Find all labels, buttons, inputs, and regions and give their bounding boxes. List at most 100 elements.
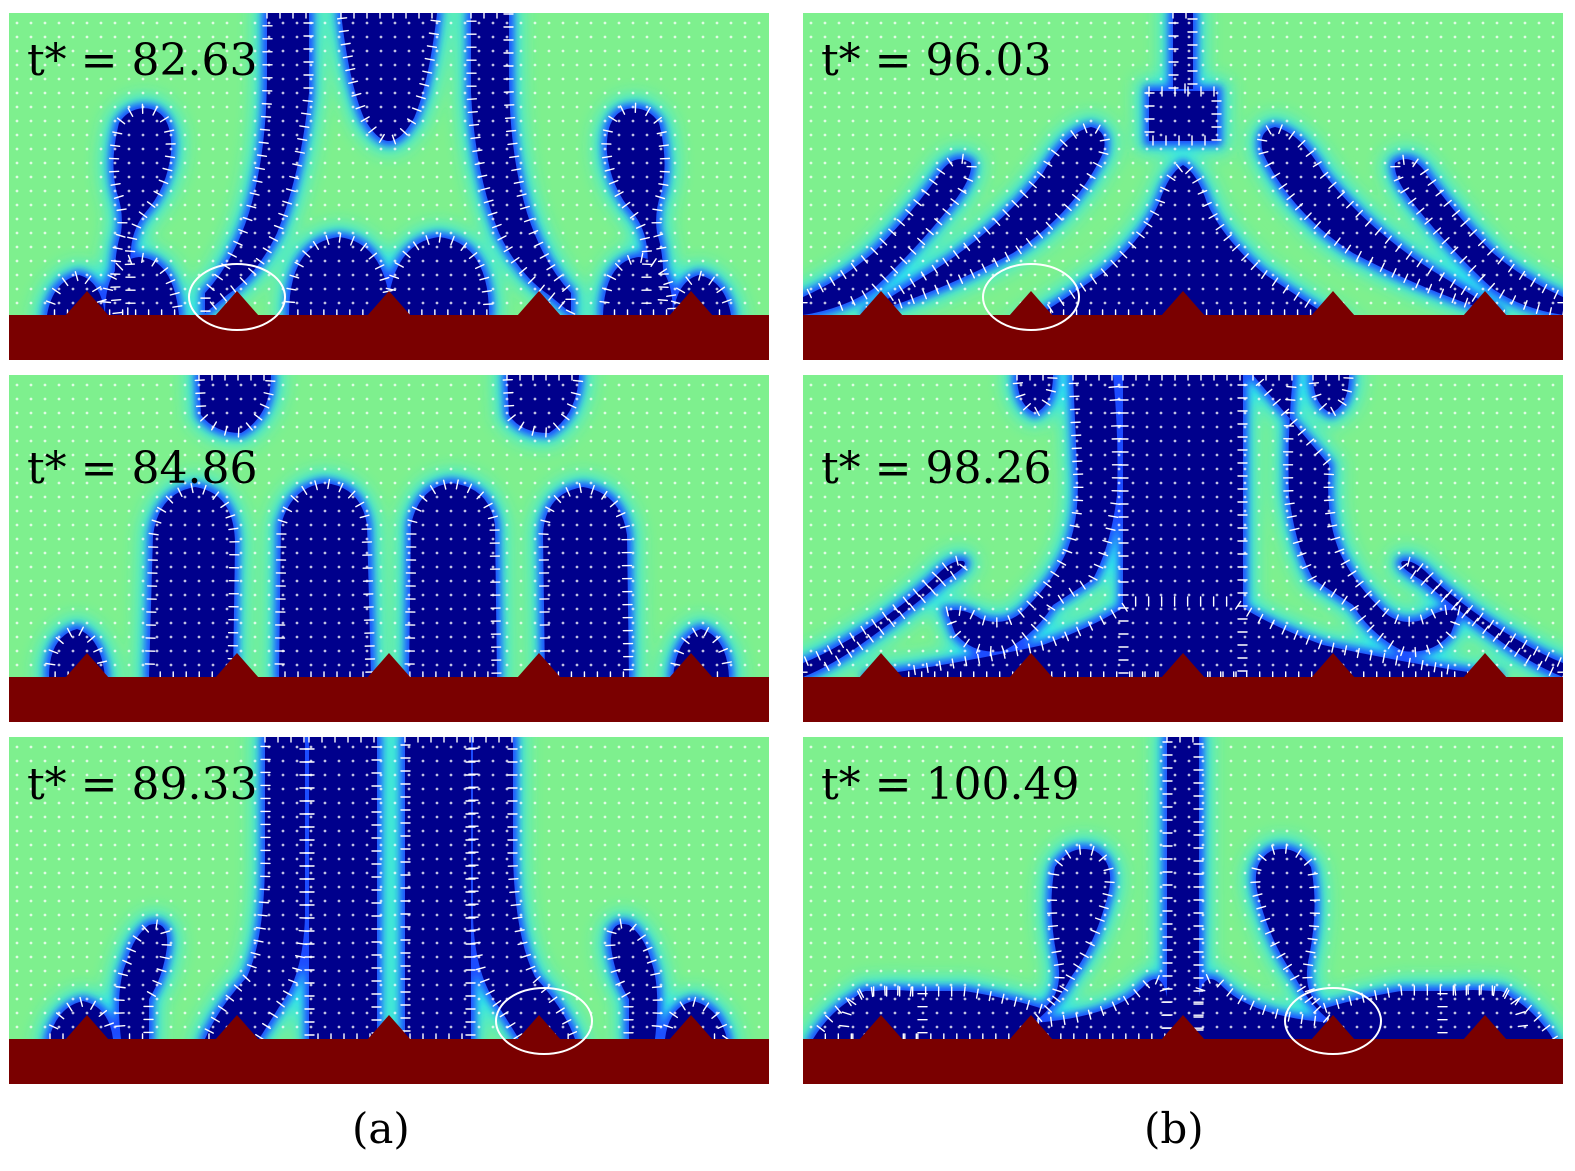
solid-wall bbox=[803, 291, 1563, 360]
wall-peak bbox=[215, 1015, 259, 1040]
wall-peak bbox=[1463, 291, 1507, 316]
wall-base bbox=[803, 677, 1563, 722]
wall-peak bbox=[1009, 291, 1053, 316]
velocity-arrows bbox=[45, 13, 732, 320]
vapor-bubble bbox=[205, 737, 305, 1039]
vapor-bubble bbox=[1313, 375, 1349, 413]
wall-base bbox=[9, 315, 769, 360]
velocity-field bbox=[809, 383, 1555, 667]
wall-peak bbox=[859, 1015, 903, 1040]
solid-wall bbox=[9, 1015, 769, 1084]
wall-peak bbox=[1463, 1015, 1507, 1040]
vapor-bubble bbox=[409, 483, 497, 677]
wall-peak bbox=[367, 653, 411, 678]
velocity-arrows bbox=[45, 375, 732, 682]
wall-peak bbox=[1009, 653, 1053, 678]
vapor-bubbles bbox=[49, 737, 727, 1039]
time-label-a-1: t* = 82.63 bbox=[27, 35, 258, 86]
wall-peak bbox=[669, 653, 713, 678]
highlight-circle bbox=[495, 987, 593, 1055]
time-label-b-2: t* = 98.26 bbox=[821, 443, 1052, 494]
vapor-bubble bbox=[863, 601, 1503, 677]
panel-b-2: t* = 98.26 bbox=[803, 375, 1563, 722]
wall-base bbox=[9, 1039, 769, 1084]
panel-a-2: t* = 84.86 bbox=[9, 375, 769, 722]
vapor-bubble bbox=[105, 257, 179, 315]
velocity-field bbox=[15, 21, 761, 305]
velocity-field bbox=[809, 21, 1555, 305]
solid-wall bbox=[803, 653, 1563, 722]
velocity-field bbox=[15, 745, 761, 1029]
vapor-bubble bbox=[1039, 165, 1327, 315]
wall-base bbox=[803, 1039, 1563, 1084]
vapor-bubble bbox=[387, 237, 489, 315]
phase-field-b-2 bbox=[803, 375, 1563, 722]
vapor-bubble bbox=[843, 849, 1167, 1039]
solid-wall bbox=[9, 653, 769, 722]
vapor-bubble bbox=[205, 13, 309, 313]
vapor-bubble bbox=[507, 375, 579, 433]
vapor-bubble bbox=[471, 13, 571, 313]
panel-b-3: t* = 100.49 bbox=[803, 737, 1563, 1084]
velocity-field bbox=[809, 745, 1555, 1029]
wall-peak bbox=[367, 291, 411, 316]
wall-peak bbox=[1311, 1015, 1355, 1040]
vapor-bubble bbox=[289, 237, 391, 315]
caption-b: (b) bbox=[1144, 1104, 1204, 1153]
wall-peak bbox=[859, 291, 903, 316]
vapor-bubble bbox=[341, 13, 437, 141]
time-label-a-2: t* = 84.86 bbox=[27, 443, 258, 494]
velocity-arrows bbox=[48, 737, 731, 1044]
panel-b-1: t* = 96.03 bbox=[803, 13, 1563, 360]
wall-peak bbox=[1161, 1015, 1205, 1040]
wall-peak bbox=[1161, 653, 1205, 678]
vapor-bubble bbox=[1261, 127, 1503, 315]
vapor-bubble bbox=[119, 923, 168, 1039]
caption-a: (a) bbox=[352, 1104, 410, 1153]
velocity-arrows bbox=[816, 737, 1558, 1044]
wall-peak bbox=[1311, 653, 1355, 678]
phase-field-a-1 bbox=[9, 13, 769, 360]
solid-wall bbox=[9, 291, 769, 360]
vapor-bubble bbox=[1017, 375, 1053, 413]
vapor-bubble bbox=[543, 487, 629, 677]
wall-peak bbox=[1463, 653, 1507, 678]
wall-base bbox=[9, 677, 769, 722]
vapor-bubble bbox=[473, 737, 575, 1039]
velocity-field bbox=[15, 383, 761, 667]
wall-peak bbox=[1311, 291, 1355, 316]
vapor-bubble bbox=[199, 375, 271, 433]
wall-peak bbox=[65, 653, 109, 678]
vapor-bubble bbox=[405, 737, 471, 1039]
panel-a-1: t* = 82.63 bbox=[9, 13, 769, 360]
time-label-b-3: t* = 100.49 bbox=[821, 759, 1080, 810]
highlight-circle bbox=[1284, 987, 1382, 1055]
velocity-arrows bbox=[803, 375, 1563, 682]
solid-wall bbox=[803, 1015, 1563, 1084]
wall-peak bbox=[215, 291, 259, 316]
wall-peak bbox=[859, 653, 903, 678]
wall-peak bbox=[65, 291, 109, 316]
vapor-bubble bbox=[610, 923, 658, 1039]
wall-peak bbox=[517, 653, 561, 678]
vapor-bubble bbox=[149, 487, 235, 677]
phase-field-b-1 bbox=[803, 13, 1563, 360]
vapor-bubble bbox=[1167, 737, 1199, 1039]
vapor-bubble bbox=[1199, 849, 1523, 1039]
wall-peak bbox=[367, 1015, 411, 1040]
wall-peak bbox=[215, 653, 259, 678]
vapor-bubble bbox=[1253, 375, 1459, 652]
time-label-b-1: t* = 96.03 bbox=[821, 35, 1052, 86]
wall-peak bbox=[517, 291, 561, 316]
vapor-bubble bbox=[863, 127, 1105, 315]
phase-field-a-2 bbox=[9, 375, 769, 722]
wall-base bbox=[803, 315, 1563, 360]
vapor-bubbles bbox=[47, 13, 731, 315]
highlight-circle bbox=[188, 263, 286, 331]
wall-peak bbox=[65, 1015, 109, 1040]
time-label-a-3: t* = 89.33 bbox=[27, 759, 258, 810]
vapor-bubble bbox=[947, 375, 1118, 652]
wall-peak bbox=[1009, 1015, 1053, 1040]
wall-peak bbox=[1161, 291, 1205, 316]
vapor-bubble bbox=[603, 257, 673, 315]
